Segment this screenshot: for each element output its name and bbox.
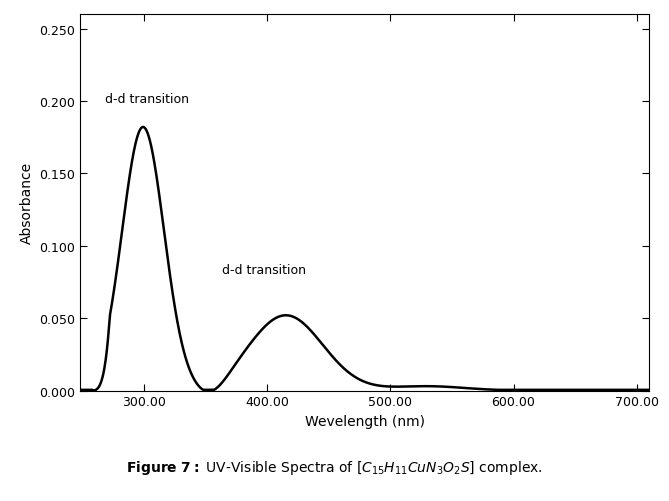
Text: d-d transition: d-d transition	[105, 93, 189, 106]
Text: $\mathbf{Figure\ 7:}$ UV-Visible Spectra of $[C_{15}H_{11}CuN_3O_2S]$ complex.: $\mathbf{Figure\ 7:}$ UV-Visible Spectra…	[126, 458, 543, 476]
Text: d-d transition: d-d transition	[222, 264, 306, 277]
X-axis label: Wevelength (nm): Wevelength (nm)	[304, 414, 425, 428]
Y-axis label: Absorbance: Absorbance	[20, 162, 34, 244]
